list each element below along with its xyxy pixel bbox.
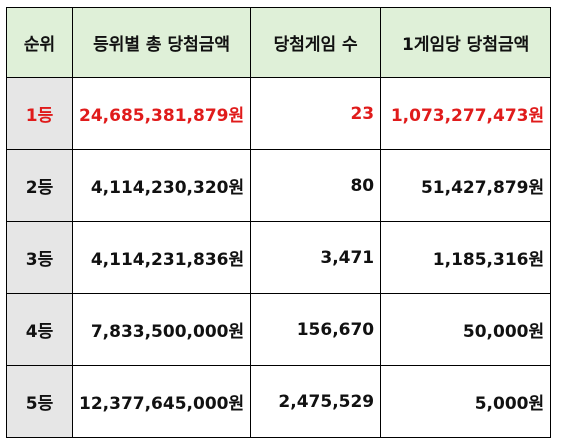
prize-per-game-cell: 51,427,879원 — [380, 149, 552, 222]
prize-per-game-cell: 5,000원 — [380, 365, 552, 438]
header-winning-games: 당첨게임 수 — [250, 7, 382, 78]
prize-per-game-cell: 50,000원 — [380, 293, 552, 366]
total-prize-cell: 24,685,381,879원 — [71, 77, 252, 150]
table-row: 1등 24,685,381,879원 23 1,073,277,473원 — [6, 77, 552, 150]
table-header-row: 순위 등위별 총 당첨금액 당첨게임 수 1게임당 당첨금액 — [6, 7, 552, 78]
rank-cell: 3등 — [6, 221, 73, 294]
winning-games-cell: 2,475,529 — [250, 365, 382, 438]
table-row: 3등 4,114,231,836원 3,471 1,185,316원 — [6, 221, 552, 294]
rank-cell: 2등 — [6, 149, 73, 222]
total-prize-cell: 4,114,231,836원 — [71, 221, 252, 294]
rank-cell: 5등 — [6, 365, 73, 438]
prize-table: 순위 등위별 총 당첨금액 당첨게임 수 1게임당 당첨금액 1등 24,685… — [6, 7, 552, 438]
total-prize-cell: 12,377,645,000원 — [71, 365, 252, 438]
header-total-prize: 등위별 총 당첨금액 — [71, 7, 252, 78]
header-rank: 순위 — [6, 7, 73, 78]
prize-per-game-cell: 1,073,277,473원 — [380, 77, 552, 150]
rank-cell: 1등 — [6, 77, 73, 150]
table-row: 2등 4,114,230,320원 80 51,427,879원 — [6, 149, 552, 222]
header-prize-per-game: 1게임당 당첨금액 — [380, 7, 552, 78]
winning-games-cell: 80 — [250, 149, 382, 222]
winning-games-cell: 3,471 — [250, 221, 382, 294]
winning-games-cell: 156,670 — [250, 293, 382, 366]
winning-games-cell: 23 — [250, 77, 382, 150]
total-prize-cell: 4,114,230,320원 — [71, 149, 252, 222]
rank-cell: 4등 — [6, 293, 73, 366]
prize-per-game-cell: 1,185,316원 — [380, 221, 552, 294]
table-row: 5등 12,377,645,000원 2,475,529 5,000원 — [6, 365, 552, 438]
prize-table-container: 순위 등위별 총 당첨금액 당첨게임 수 1게임당 당첨금액 1등 24,685… — [6, 7, 552, 438]
table-row: 4등 7,833,500,000원 156,670 50,000원 — [6, 293, 552, 366]
total-prize-cell: 7,833,500,000원 — [71, 293, 252, 366]
